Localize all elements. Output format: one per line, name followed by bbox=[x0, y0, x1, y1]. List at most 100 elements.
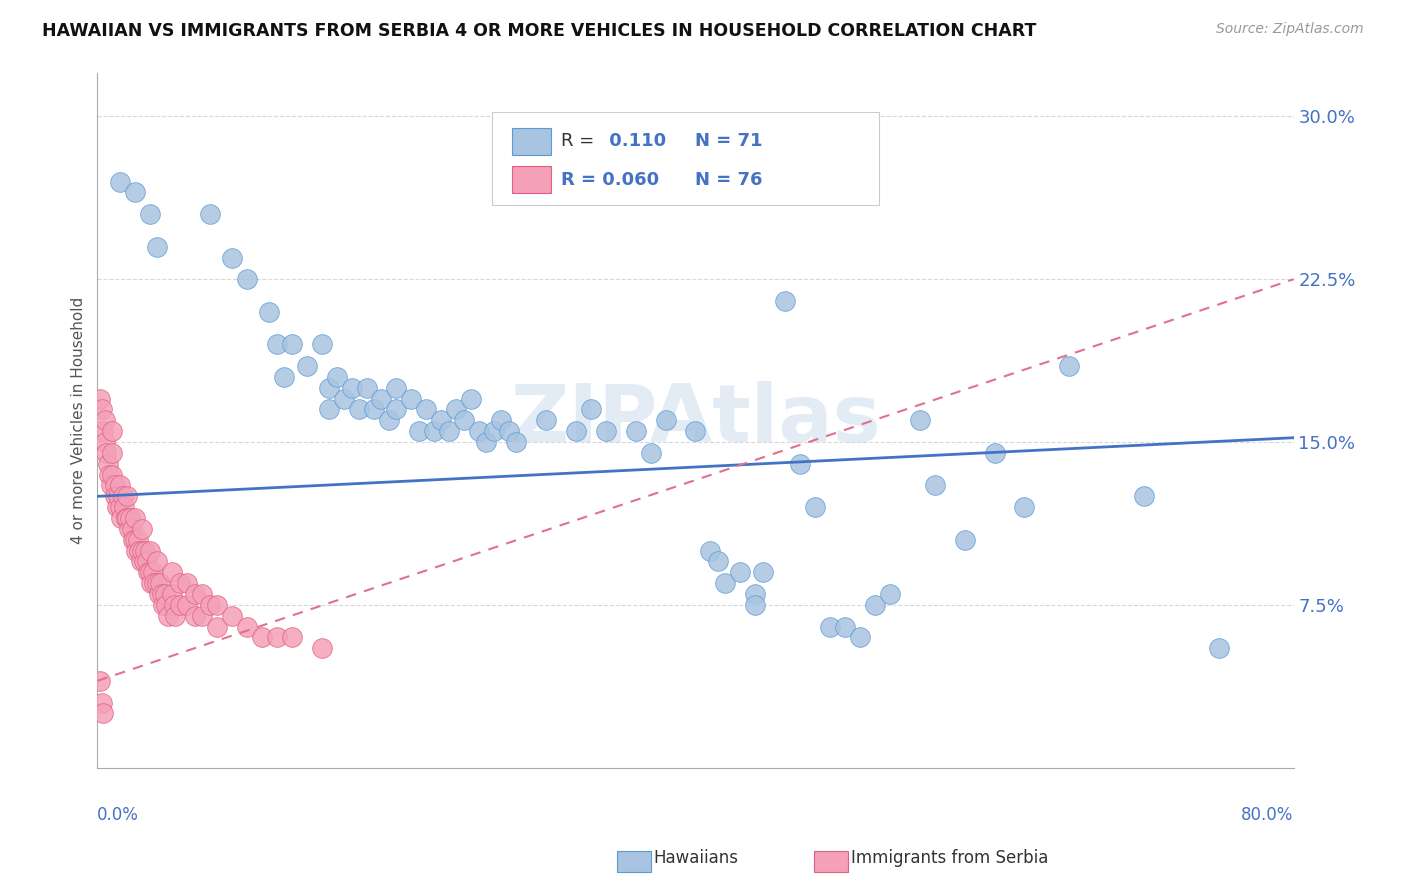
Point bbox=[155, 598, 177, 612]
Point bbox=[744, 598, 766, 612]
Point bbox=[280, 631, 302, 645]
Point bbox=[105, 500, 128, 515]
Point bbox=[138, 207, 160, 221]
Text: HAWAIIAN VS IMMIGRANTS FROM SERBIA 4 OR MORE VEHICLES IN HOUSEHOLD CORRELATION C: HAWAIIAN VS IMMIGRANTS FROM SERBIA 4 OR … bbox=[42, 22, 1036, 40]
Point bbox=[953, 533, 976, 547]
Point bbox=[162, 598, 184, 612]
Point bbox=[176, 598, 198, 612]
Point bbox=[132, 554, 155, 568]
Point bbox=[191, 608, 214, 623]
Point bbox=[205, 619, 228, 633]
Point bbox=[128, 543, 150, 558]
Point bbox=[744, 587, 766, 601]
Point bbox=[423, 424, 446, 438]
Point bbox=[108, 500, 131, 515]
Point bbox=[94, 435, 117, 450]
Text: 0.110: 0.110 bbox=[603, 132, 666, 151]
Point bbox=[908, 413, 931, 427]
Point bbox=[112, 500, 135, 515]
Point bbox=[107, 489, 129, 503]
Point bbox=[318, 402, 340, 417]
Point bbox=[565, 424, 588, 438]
Point bbox=[114, 511, 136, 525]
Point bbox=[295, 359, 318, 373]
Point bbox=[118, 522, 141, 536]
Point bbox=[595, 424, 617, 438]
Point bbox=[333, 392, 356, 406]
Point bbox=[879, 587, 901, 601]
Point bbox=[370, 392, 392, 406]
Point bbox=[273, 370, 295, 384]
Point bbox=[266, 631, 288, 645]
Point bbox=[849, 631, 872, 645]
Point bbox=[134, 543, 156, 558]
Point bbox=[89, 392, 111, 406]
Point bbox=[378, 413, 401, 427]
Point bbox=[150, 587, 173, 601]
Point bbox=[117, 511, 139, 525]
Point bbox=[437, 424, 460, 438]
Point bbox=[176, 576, 198, 591]
Point bbox=[250, 631, 273, 645]
Point bbox=[108, 478, 131, 492]
Point bbox=[100, 478, 122, 492]
Point bbox=[356, 381, 378, 395]
Point bbox=[129, 554, 152, 568]
Point bbox=[804, 500, 827, 515]
Text: Immigrants from Serbia: Immigrants from Serbia bbox=[851, 849, 1047, 867]
Point bbox=[385, 402, 408, 417]
Point bbox=[685, 424, 707, 438]
Point bbox=[266, 337, 288, 351]
Point bbox=[153, 587, 176, 601]
Point bbox=[124, 533, 146, 547]
Point bbox=[773, 293, 796, 308]
Point bbox=[280, 337, 302, 351]
Point bbox=[983, 446, 1005, 460]
Point bbox=[654, 413, 676, 427]
Point bbox=[408, 424, 430, 438]
Point bbox=[1208, 641, 1230, 656]
Point bbox=[505, 435, 527, 450]
Point bbox=[121, 522, 143, 536]
Point bbox=[141, 576, 163, 591]
Point bbox=[124, 511, 146, 525]
Point bbox=[714, 576, 737, 591]
Point bbox=[131, 543, 153, 558]
Point bbox=[1014, 500, 1036, 515]
Point bbox=[104, 489, 127, 503]
Point bbox=[117, 489, 139, 503]
Point bbox=[818, 619, 841, 633]
Point bbox=[131, 522, 153, 536]
Point bbox=[97, 457, 120, 471]
Point bbox=[1133, 489, 1156, 503]
Point bbox=[221, 251, 243, 265]
Point bbox=[108, 175, 131, 189]
Point bbox=[169, 598, 191, 612]
Point bbox=[789, 457, 811, 471]
Text: ZIPAtlas: ZIPAtlas bbox=[510, 382, 880, 459]
Point bbox=[146, 240, 169, 254]
Text: N = 71: N = 71 bbox=[695, 132, 762, 151]
Point bbox=[236, 272, 259, 286]
Point bbox=[104, 478, 127, 492]
Point bbox=[148, 587, 170, 601]
Point bbox=[98, 467, 121, 482]
Point bbox=[236, 619, 259, 633]
Point bbox=[124, 186, 146, 200]
Point bbox=[640, 446, 662, 460]
Text: 80.0%: 80.0% bbox=[1241, 805, 1294, 824]
Point bbox=[699, 543, 721, 558]
Point bbox=[415, 402, 437, 417]
Text: Hawaiians: Hawaiians bbox=[654, 849, 738, 867]
Point bbox=[205, 598, 228, 612]
Point bbox=[110, 511, 132, 525]
Text: Source: ZipAtlas.com: Source: ZipAtlas.com bbox=[1216, 22, 1364, 37]
Point bbox=[127, 533, 149, 547]
Point bbox=[534, 413, 557, 427]
Point bbox=[152, 598, 174, 612]
Point bbox=[183, 608, 205, 623]
Point bbox=[489, 413, 512, 427]
Y-axis label: 4 or more Vehicles in Household: 4 or more Vehicles in Household bbox=[72, 297, 86, 544]
Point bbox=[221, 608, 243, 623]
Point bbox=[385, 381, 408, 395]
